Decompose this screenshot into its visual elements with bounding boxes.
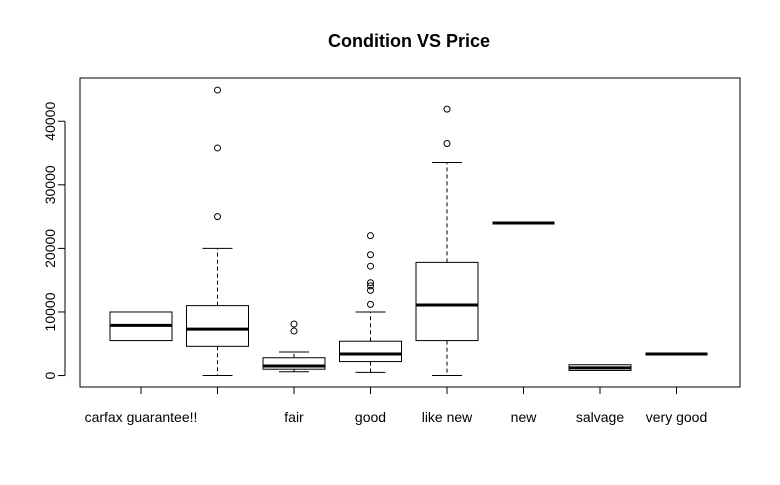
y-tick-label: 20000 [42, 229, 58, 268]
boxes [109, 86, 708, 377]
outlier-point [367, 251, 374, 259]
plot-frame [79, 77, 741, 388]
x-tick-label: like new [422, 409, 473, 425]
outlier-point [290, 327, 298, 335]
chart-title: Condition VS Price [328, 31, 490, 51]
y-tick-label: 40000 [42, 102, 58, 141]
y-axis: 0 10000 20000 30000 40000 [42, 102, 66, 379]
box-group [339, 232, 402, 373]
box-group [568, 364, 632, 371]
outlier-point [443, 105, 451, 113]
outlier-point [443, 139, 451, 147]
outlier-point [367, 300, 374, 308]
outlier-point [290, 320, 298, 328]
outlier-point [214, 86, 221, 94]
outlier-point [214, 213, 221, 221]
box [186, 305, 249, 347]
outlier-point [367, 262, 374, 270]
box-group [186, 86, 249, 377]
outlier-point [367, 232, 374, 240]
x-tick-label: very good [646, 409, 707, 425]
box [415, 261, 479, 342]
x-tick-label: salvage [576, 409, 624, 425]
y-tick-label: 30000 [42, 165, 58, 204]
box [262, 357, 326, 370]
x-tick-label: good [355, 409, 386, 425]
outlier-point [367, 286, 374, 294]
x-tick-label: fair [284, 409, 304, 425]
x-tick-label: new [511, 409, 538, 425]
x-axis: carfax guarantee!! fair good like new new sal… [85, 387, 707, 425]
box-group [262, 320, 326, 373]
box-group [415, 105, 479, 377]
x-tick-label: carfax guarantee!! [85, 409, 198, 425]
outlier-point [367, 279, 374, 287]
box [339, 340, 402, 363]
outlier-point [214, 144, 221, 152]
y-tick-label: 0 [42, 371, 58, 379]
outlier-point [367, 282, 374, 290]
box-group [109, 311, 173, 342]
y-tick-label: 10000 [42, 292, 58, 331]
